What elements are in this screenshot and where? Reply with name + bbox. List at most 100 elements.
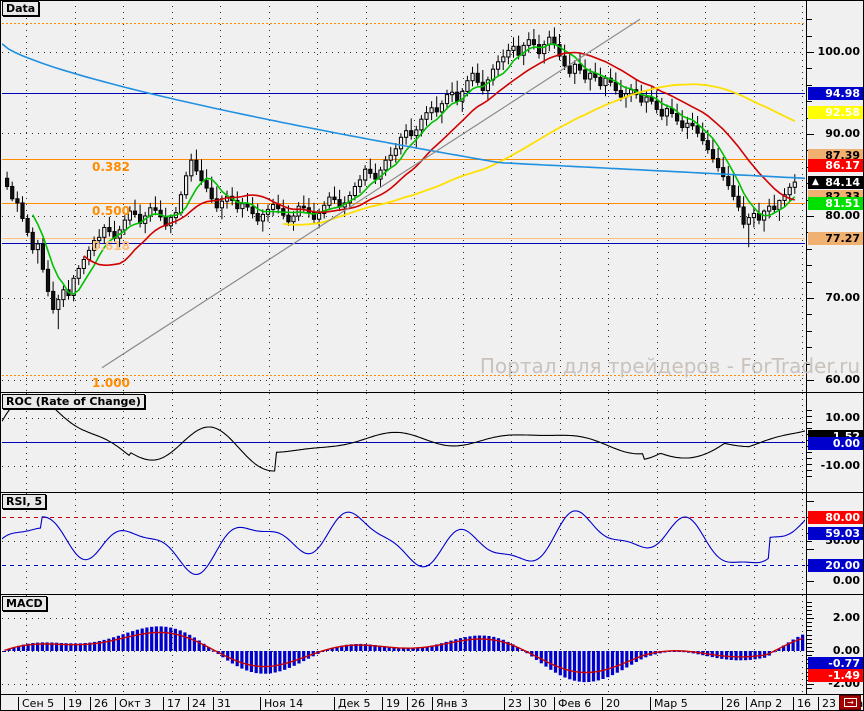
rsi-line [2,510,805,576]
date-label-7[interactable]: Ноя 14 [260,697,303,710]
price-scale-tick [807,347,812,348]
price-scale-tick [807,68,812,69]
tag-macd-signal[interactable]: -0.77 [808,657,864,671]
price-gridline-v [123,0,124,392]
price-scale-tick [807,36,812,37]
date-label-20[interactable]: 23 [818,697,836,710]
rsi-scale-tick [807,581,814,582]
tag-roc-zero[interactable]: 0.00 [808,437,864,450]
tag-rsi-value[interactable]: 59.03 [808,527,864,541]
date-label-4[interactable]: 17 [163,697,181,710]
trendline-support [101,18,641,369]
rsi-gridline-v [511,493,512,595]
macd-scale-tick [807,618,814,619]
price-panel-label[interactable]: Data [2,1,40,16]
macd-panel-label[interactable]: MACD [2,596,47,611]
roc-scale-column[interactable]: 10.00-10.001.520.00 [806,393,864,493]
macd-histogram [2,626,805,683]
tag-rsi-overbought[interactable]: 80.00 [808,510,864,524]
date-label-0[interactable]: Сен 5 [18,697,54,710]
rsi-gridline-v [366,493,367,595]
fib-label-0.618: 0.618 [92,239,130,253]
date-label-10[interactable]: 26 [407,697,425,710]
macd-scale-tick [807,639,812,640]
price-direction-arrow-icon: ▲ [812,176,819,187]
tag-ma-86-17[interactable]: 86.17 [808,158,864,172]
date-label-16[interactable]: Мар 5 [650,697,688,710]
ma-slow-yellow [283,83,796,226]
tag-resistance-94-98[interactable]: 94.98 [808,86,864,100]
price-scale-tick [807,101,812,102]
rsi-scale-label-0: 0.00 [832,574,860,587]
date-label-2[interactable]: 26 [90,697,108,710]
price-scale-label-100.00: 100.00 [817,45,860,58]
date-label-1[interactable]: 19 [64,697,82,710]
date-label-15[interactable]: 20 [602,697,620,710]
price-scale-tick [807,298,814,299]
fib-line-0.500 [2,203,805,204]
tag-last-price-84-14[interactable]: ▲ 84.14 [808,175,864,189]
macd-plot-area[interactable] [2,595,805,695]
roc-panel-label[interactable]: ROC (Rate of Change) [2,394,145,409]
macd-gridline-v [317,595,318,695]
roc-scale-label-10.00: 10.00 [825,411,860,424]
price-gridline-h-3 [2,298,805,299]
macd-scale-label-2.00: 2.00 [832,611,860,624]
macd-scale-tick [807,606,812,607]
tag-ma-92-58[interactable]: 92.58 [808,106,864,120]
axis-scroll-end-button[interactable]: → [839,695,861,710]
rsi-panel-label[interactable]: RSI, 5 [2,494,47,509]
tag-macd-line[interactable]: -1.49 [808,669,864,683]
price-gridline-h-4 [2,380,805,381]
rsi-gridline-v [608,493,609,595]
macd-panel: 2.000.00-4.00-2.00-0.77-1.49 MACD [0,594,864,711]
rsi-plot-area[interactable] [2,493,805,595]
date-label-8[interactable]: Дек 5 [334,697,371,710]
price-gridline-v [172,0,173,392]
rsi-gridline-v [269,493,270,595]
roc-plot-area[interactable] [2,393,805,493]
date-label-9[interactable]: 19 [382,697,400,710]
sr-line-1 [2,243,805,244]
price-gridline-v [705,0,706,392]
roc-scale-tick [807,410,812,411]
date-label-12[interactable]: 23 [504,697,522,710]
macd-gridline-v [705,595,706,695]
date-label-6[interactable]: 31 [213,697,231,710]
date-label-18[interactable]: Апр 2 [746,697,782,710]
macd-scale-column[interactable]: 2.000.00-4.00-2.00-0.77-1.49 [806,595,864,711]
date-axis[interactable]: Сен 5 19 26 Окт 3 17 24 31 Ноя 14 Дек 5 19 26 Янв 3… [0,694,864,711]
tag-rsi-oversold[interactable]: 20.00 [808,558,864,572]
roc-scale-tick [807,428,812,429]
tag-fib-87-39[interactable]: 87.39 [808,148,864,162]
price-scale-tick [807,85,812,86]
price-plot-area[interactable]: 0.382 0.500 0.618 1.000 [2,0,805,392]
roc-scale-tick [807,422,812,423]
date-label-11[interactable]: Янв 3 [432,697,468,710]
price-scale-tick [807,331,812,332]
macd-scale-tick [807,651,814,652]
date-label-3[interactable]: Окт 3 [115,697,151,710]
date-label-13[interactable]: 30 [529,697,547,710]
date-label-17[interactable]: 26 [722,697,740,710]
price-scale-tick [807,282,812,283]
roc-gridline-v [802,393,803,493]
tag-ma-81-51[interactable]: 81.51 [808,197,864,211]
ma-long-blue [2,43,805,180]
rsi-gridline-v [463,493,464,595]
rsi-scale-column[interactable]: 0.00 50.00 80.00 59.03 20.00 [806,493,864,595]
date-label-14[interactable]: Фев 6 [554,697,591,710]
roc-gridline-v [463,393,464,493]
macd-scale-tick [807,610,812,611]
price-scale-label-80.00: 80.00 [825,209,860,222]
roc-scale-label--10.00: -10.00 [820,459,860,472]
rsi-panel: 0.00 50.00 80.00 59.03 20.00 RSI, 5 [0,492,864,596]
roc-gridline-v [754,393,755,493]
date-label-5[interactable]: 24 [188,697,206,710]
roc-zero-line [2,442,805,443]
ma-mid-red [83,51,796,267]
date-label-19[interactable]: 16 [793,697,811,710]
price-scale-column[interactable]: 100.00 90.00 80.00 70.00 60.00 94.98 92.58 87.3… [806,0,864,392]
price-scale-tick [807,265,812,266]
tag-fib-77-27[interactable]: 77.27 [808,231,864,245]
